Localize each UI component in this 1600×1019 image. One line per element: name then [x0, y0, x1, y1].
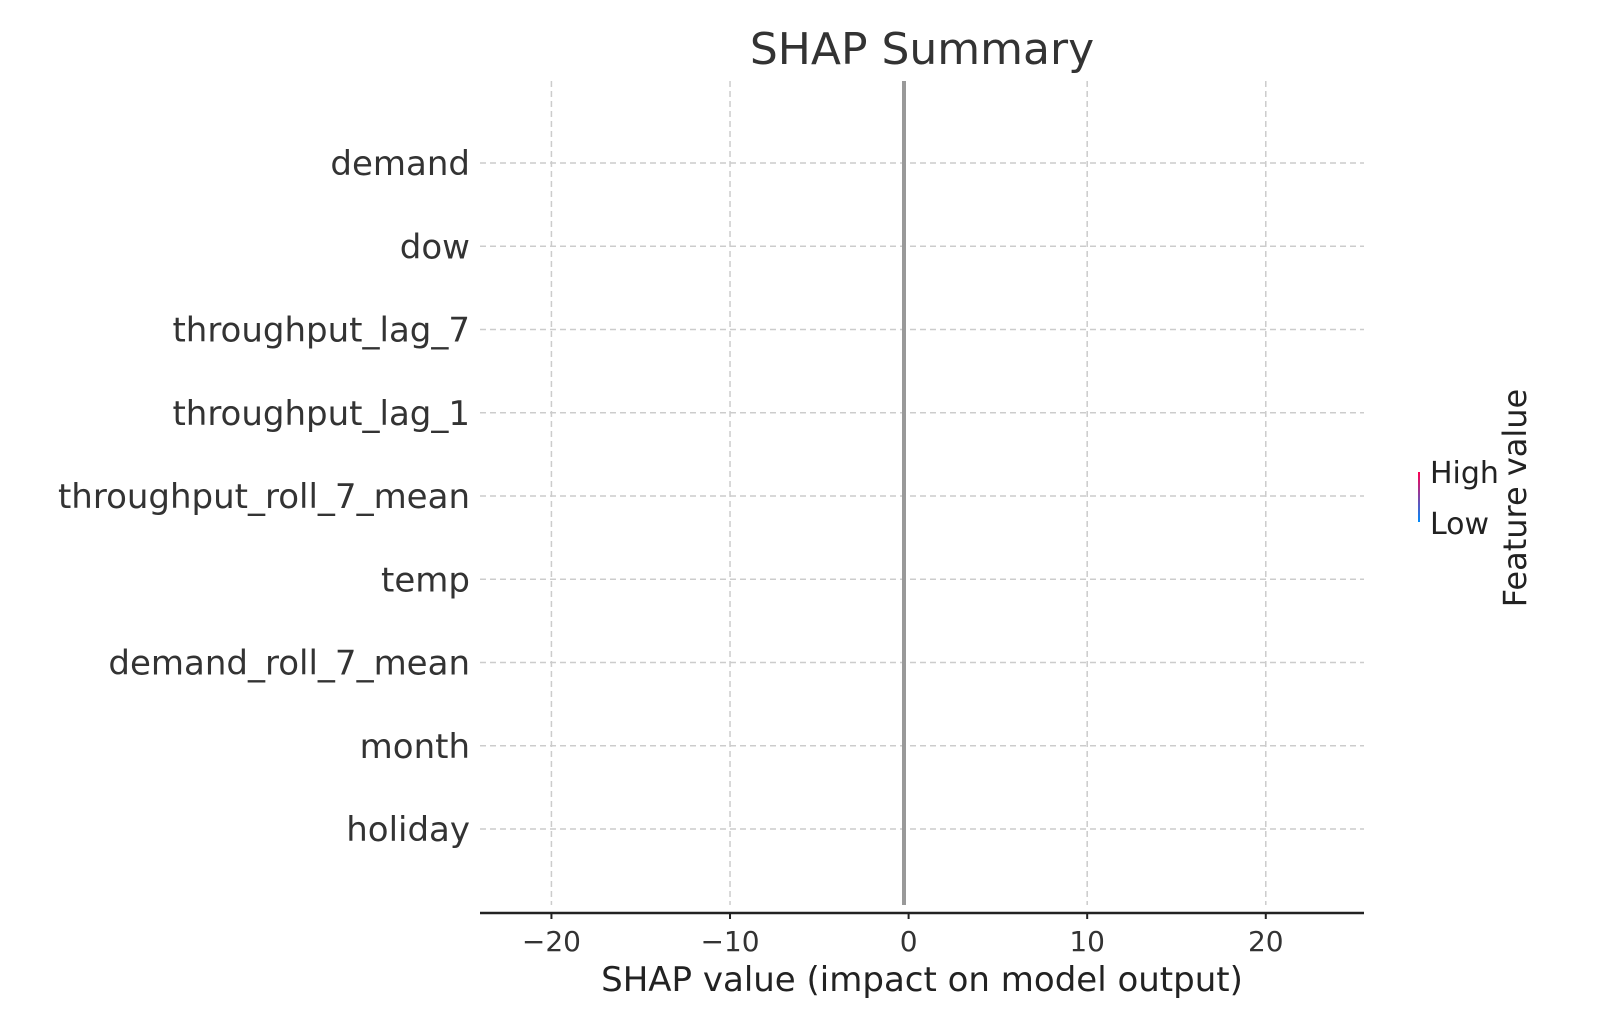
feature-label: throughput_lag_1	[172, 394, 470, 434]
x-tick-label: 10	[1069, 925, 1105, 958]
x-tick-label: 0	[900, 925, 918, 958]
colorbar-title: Feature value	[1496, 389, 1534, 608]
chart-title: SHAP Summary	[750, 24, 1094, 75]
feature-labels: demand dow throughput_lag_7 throughput_lag_…	[58, 144, 470, 850]
feature-label: throughput_roll_7_mean	[58, 477, 470, 517]
y-gridlines	[480, 162, 1364, 830]
x-tick-label: 20	[1248, 925, 1284, 958]
x-axis-label: SHAP value (impact on model output)	[601, 960, 1243, 1000]
feature-label: month	[360, 727, 470, 767]
feature-label: dow	[400, 227, 470, 267]
x-ticks: −20 −10 0 10 20	[522, 913, 1284, 958]
x-tick-label: −20	[522, 925, 581, 958]
colorbar	[1418, 472, 1420, 522]
feature-label: temp	[381, 560, 470, 600]
x-tick-label: −10	[700, 925, 759, 958]
feature-label: holiday	[346, 810, 470, 850]
colorbar-low-label: Low	[1430, 507, 1489, 542]
feature-label: demand_roll_7_mean	[108, 644, 470, 684]
feature-label: demand	[330, 144, 470, 184]
colorbar-high-label: High	[1430, 456, 1499, 491]
x-gridlines	[550, 81, 1267, 905]
feature-label: throughput_lag_7	[172, 311, 470, 351]
